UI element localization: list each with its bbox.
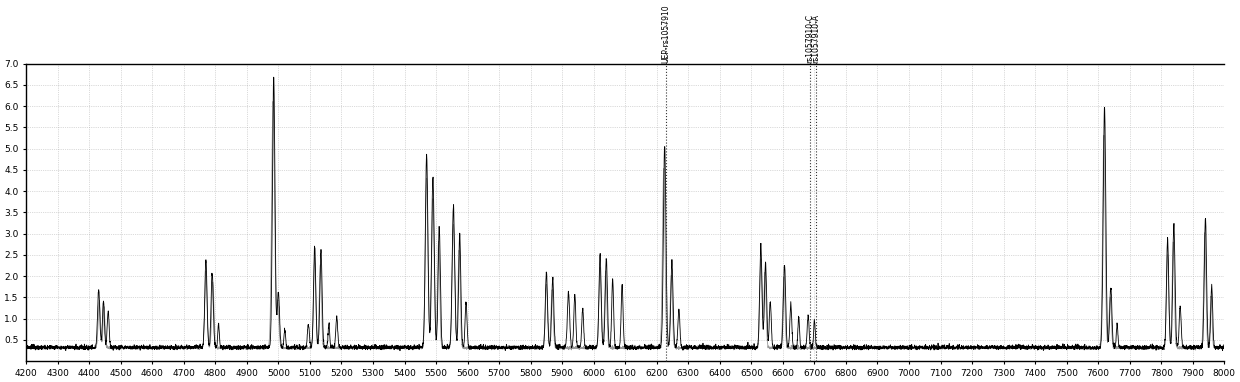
Text: UEP-rs1057910: UEP-rs1057910 (662, 4, 671, 63)
Text: rs1057910-C: rs1057910-C (805, 14, 815, 63)
Text: rs1057910-A: rs1057910-A (811, 14, 821, 63)
